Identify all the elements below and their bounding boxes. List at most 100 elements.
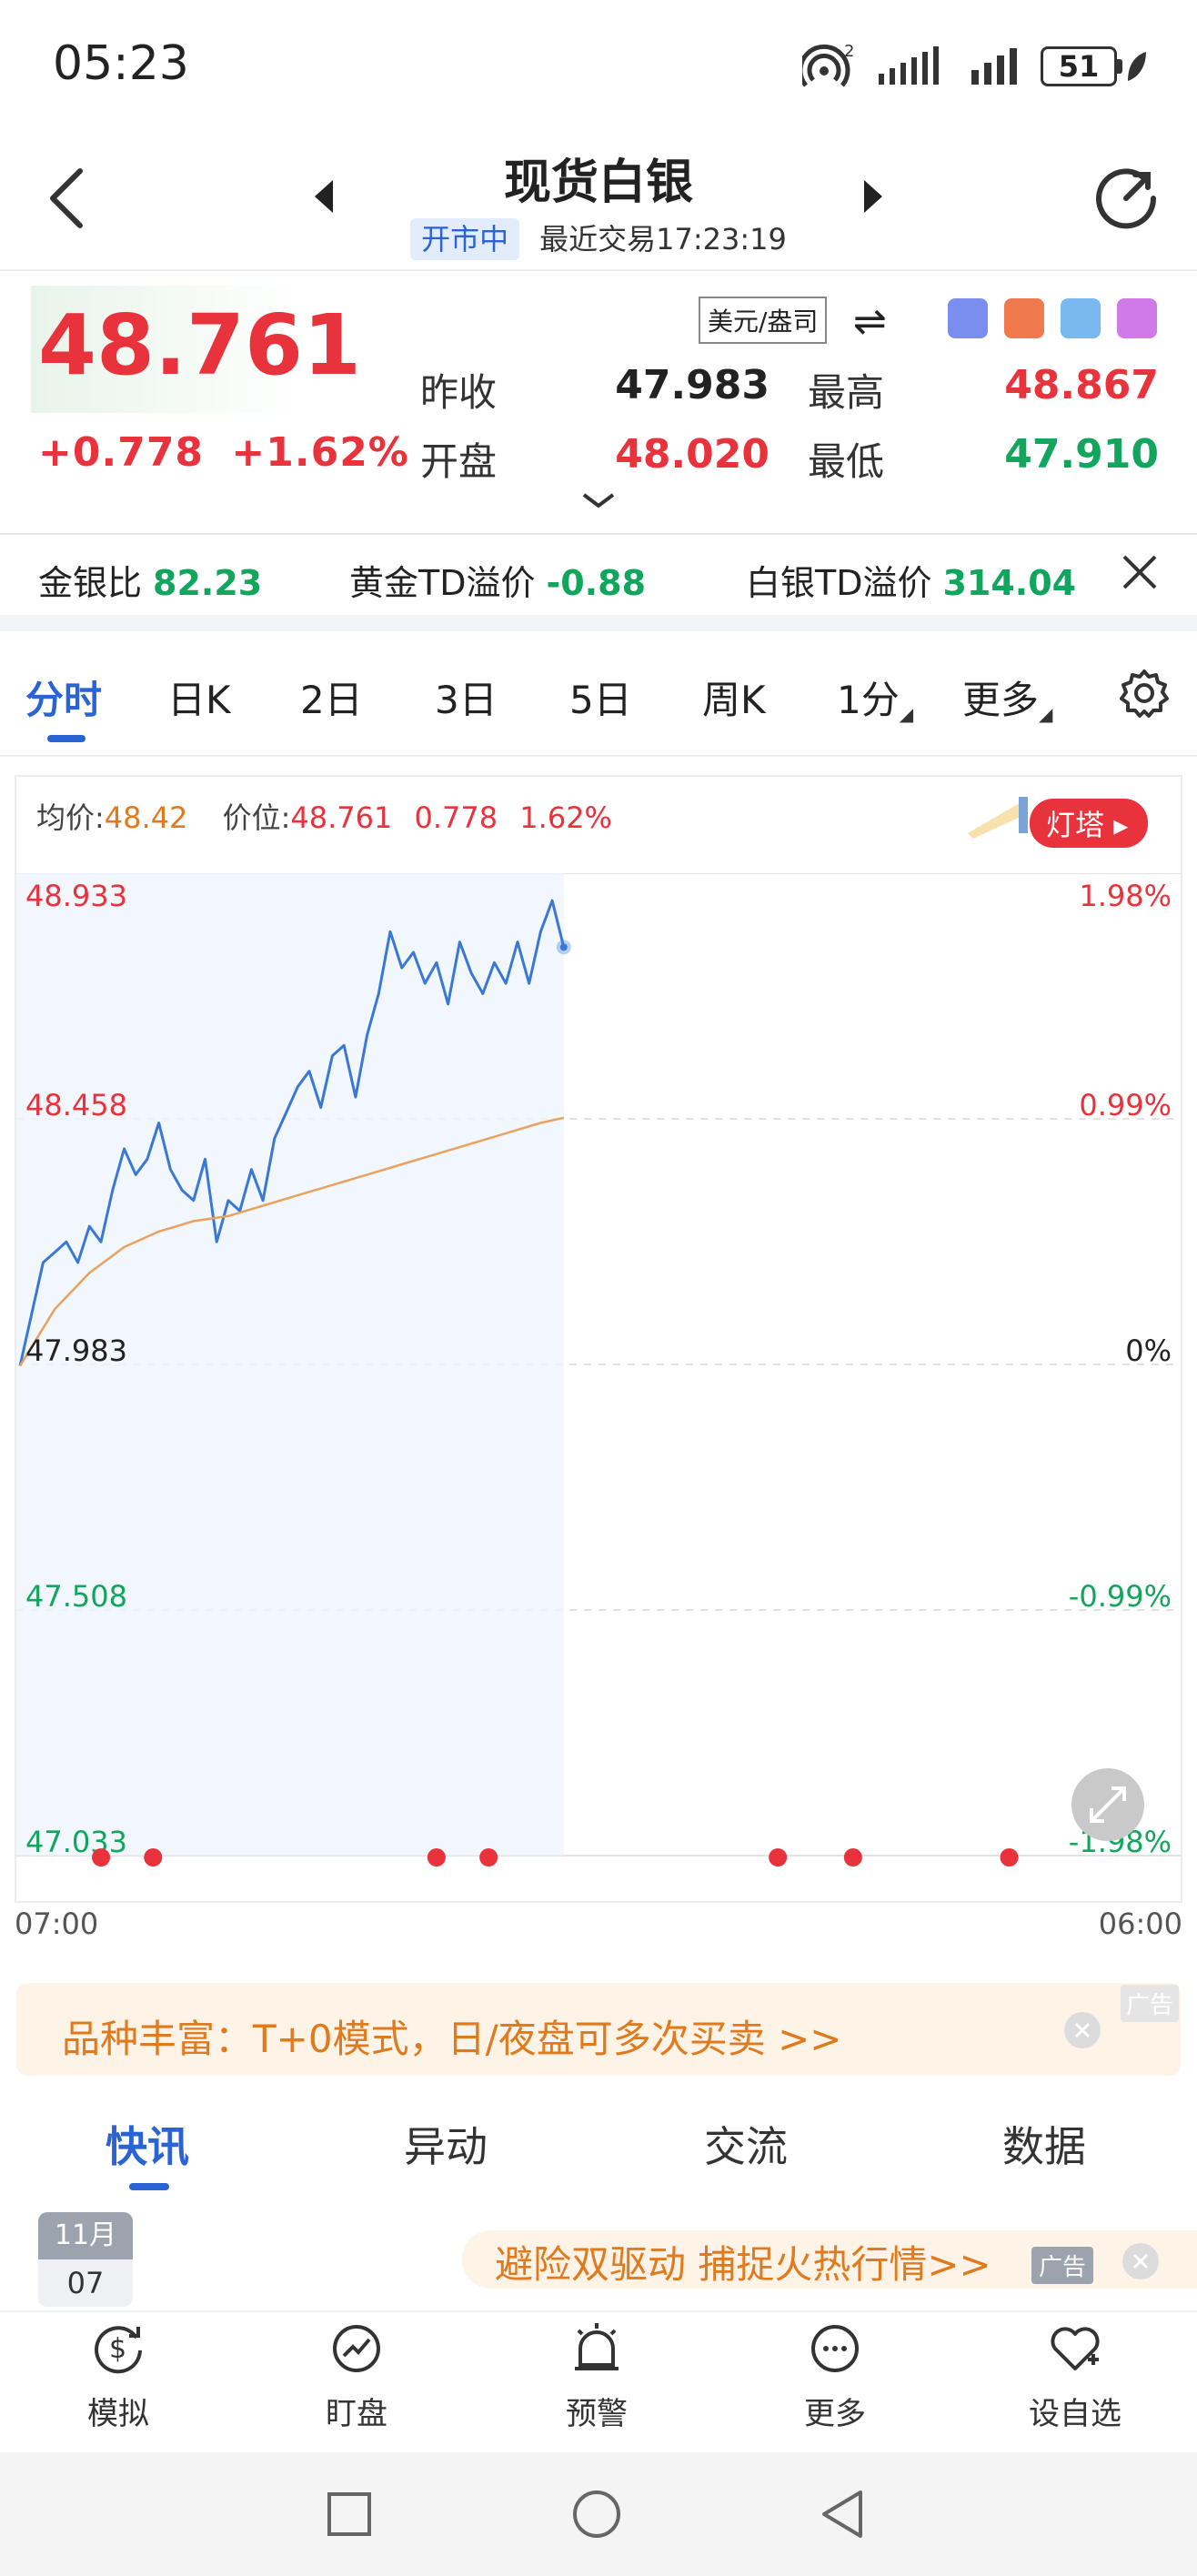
y-tick-left: 47.508 — [25, 1579, 127, 1614]
tab-intraday-underline — [47, 735, 86, 742]
last-price: 48.761 — [38, 297, 362, 394]
silver-td-value: 314.04 — [942, 563, 1077, 603]
hotspot-icon: 2 — [802, 44, 854, 87]
promo-close-icon-2[interactable] — [1122, 2243, 1159, 2279]
tab-more[interactable]: 更多◢ — [962, 669, 1052, 725]
gold-td-premium: 黄金TD溢价 -0.88 — [349, 555, 646, 605]
tab-1min-label: 1分 — [837, 678, 900, 722]
silver-td-premium: 白银TD溢价 314.04 — [746, 555, 1076, 605]
price-value: 48.761 — [290, 800, 393, 835]
gear-icon[interactable] — [1117, 666, 1172, 720]
caret-icon: ◢ — [1039, 703, 1053, 725]
y-tick-left: 47.983 — [25, 1333, 127, 1368]
lighthouse-beam-icon — [964, 788, 1028, 842]
lighthouse-button[interactable]: 灯塔 ▸ — [1030, 799, 1149, 848]
stat-value-high: 48.867 — [1004, 362, 1159, 408]
x-axis-end: 06:00 — [1098, 1907, 1182, 1941]
ad-tag: 广告 — [1121, 1985, 1180, 2022]
tab-5day[interactable]: 5日 — [569, 678, 632, 722]
market-open-badge: 开市中 — [410, 218, 520, 260]
pie-tool-icon[interactable] — [1061, 298, 1101, 338]
watch-label: 盯盘 — [326, 2396, 387, 2432]
close-ratio-icon[interactable] — [1117, 549, 1162, 595]
y-tick-right: 0.99% — [1079, 1088, 1172, 1122]
signal-icon-1 — [879, 46, 939, 85]
event-marker — [144, 1848, 163, 1867]
tab-daily-k[interactable]: 日K — [167, 678, 231, 722]
chart-frame — [15, 775, 1182, 1903]
refresh-icon[interactable] — [1090, 162, 1162, 235]
stat-label-open: 开盘 — [420, 439, 498, 484]
lighthouse-label: 灯塔 — [1046, 808, 1105, 842]
more-button[interactable]: 更多 — [744, 2319, 926, 2433]
stat-label-low: 最低 — [808, 439, 885, 484]
alarm-bell-icon — [575, 2323, 619, 2370]
gold-silver-label: 金银比 — [38, 563, 143, 603]
recent-apps-icon[interactable] — [326, 2490, 373, 2538]
battery-level: 51 — [1058, 49, 1100, 84]
event-marker — [92, 1848, 111, 1867]
y-tick-right: 1.98% — [1079, 879, 1172, 913]
event-marker — [479, 1848, 498, 1867]
back-nav-icon[interactable] — [819, 2489, 866, 2540]
tab-3day[interactable]: 3日 — [435, 678, 498, 722]
change-value: 0.778 — [414, 800, 498, 835]
home-icon[interactable] — [571, 2489, 622, 2540]
news-tab-data[interactable]: 数据 — [1002, 2122, 1086, 2171]
tab-more-label: 更多 — [962, 678, 1040, 722]
news-tab-flash[interactable]: 快讯 — [106, 2122, 189, 2171]
news-date-month: 11月 — [38, 2212, 133, 2259]
more-label: 更多 — [804, 2396, 866, 2432]
y-tick-left: 47.033 — [25, 1825, 127, 1859]
price-line — [18, 899, 566, 1367]
stat-value-open: 48.020 — [615, 431, 770, 478]
tab-2day[interactable]: 2日 — [300, 678, 363, 722]
tab-weekly-k[interactable]: 周K — [702, 678, 766, 722]
add-watchlist-button[interactable]: 设自选 — [984, 2319, 1166, 2433]
promo-close-icon[interactable] — [1064, 2012, 1101, 2048]
unit-selector[interactable]: 美元/盎司 — [699, 297, 828, 344]
promo-text[interactable]: 品种丰富：T+0模式，日/夜盘可多次买卖 >> — [62, 2017, 842, 2061]
event-marker — [427, 1848, 446, 1867]
alert-button[interactable]: 预警 — [506, 2319, 688, 2433]
promo-text-2[interactable]: 避险双驱动 捕捉火热行情>> — [495, 2242, 991, 2287]
status-icons: 2 51 — [802, 44, 1150, 89]
page-title: 现货白银 — [503, 156, 693, 210]
prev-instrument-icon[interactable] — [313, 178, 335, 215]
avg-label: 均价: — [36, 800, 105, 835]
add-watchlist-label: 设自选 — [1029, 2396, 1122, 2432]
back-arrow-icon[interactable] — [40, 162, 95, 235]
status-time: 05:23 — [53, 36, 189, 91]
current-point — [559, 943, 568, 951]
stat-value-prev-close: 47.983 — [615, 362, 770, 408]
ring-tool-icon[interactable] — [1117, 298, 1157, 338]
intraday-chart[interactable]: 48.933 48.458 47.983 47.508 47.033 1.98% 0.99%… — [16, 873, 1181, 1907]
fullscreen-button[interactable] — [1071, 1768, 1144, 1841]
average-line — [18, 1116, 565, 1367]
battery-icon: 51 — [1041, 46, 1150, 86]
percent-tool-icon[interactable] — [948, 298, 988, 338]
event-marker — [843, 1848, 862, 1867]
promo-banner[interactable] — [16, 1983, 1181, 2076]
gold-td-value: -0.88 — [546, 563, 647, 603]
tab-intraday[interactable]: 分时 — [25, 678, 103, 722]
next-instrument-icon[interactable] — [862, 178, 884, 215]
gold-silver-value: 82.23 — [153, 563, 263, 603]
section-gap — [0, 615, 1197, 631]
tab-1min[interactable]: 1分◢ — [837, 669, 913, 725]
news-tab-movement[interactable]: 异动 — [404, 2122, 488, 2171]
simulate-button[interactable]: $ 模拟 — [27, 2319, 209, 2433]
heart-add-icon — [1051, 2327, 1100, 2370]
expand-icon — [1090, 1786, 1126, 1823]
stat-label-high: 最高 — [808, 370, 885, 415]
news-tab-discussion[interactable]: 交流 — [704, 2122, 788, 2171]
swap-unit-icon[interactable]: ⇌ — [853, 298, 887, 345]
ad-tag-2: 广告 — [1031, 2247, 1094, 2284]
lighthouse-tool-icon[interactable] — [1004, 298, 1044, 338]
expand-chevron-icon[interactable] — [580, 491, 617, 511]
tool-icons — [948, 298, 1157, 338]
y-tick-right: 0% — [1125, 1333, 1172, 1368]
event-marker — [769, 1848, 788, 1867]
more-dots-icon — [811, 2325, 859, 2372]
watch-button[interactable]: 盯盘 — [266, 2319, 448, 2433]
